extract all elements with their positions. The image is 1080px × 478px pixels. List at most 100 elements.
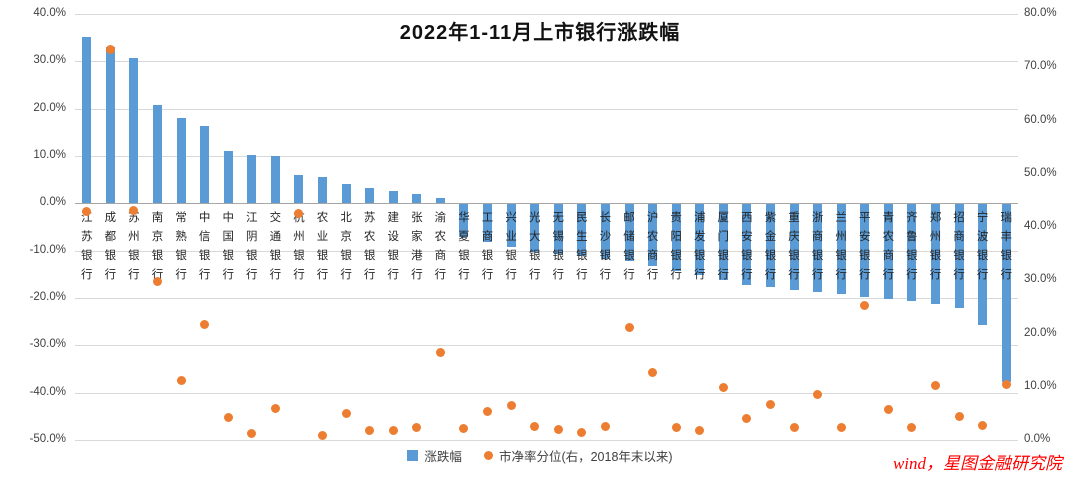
left-axis-tick-label: 0.0% xyxy=(39,196,66,209)
category-label-char: 银 xyxy=(104,250,117,263)
category-label-char: 阴 xyxy=(246,231,258,244)
category-label-char: 银 xyxy=(811,250,824,263)
pb-percentile-dot-苏农银行 xyxy=(365,426,375,436)
category-label-char: 中 xyxy=(222,212,234,225)
category-label-char: 光 xyxy=(528,212,541,225)
pb-percentile-dot-成都银行 xyxy=(105,44,115,54)
bar-光大银行 xyxy=(530,204,540,252)
category-label-char: 银 xyxy=(481,250,494,263)
category-label-char: 长 xyxy=(599,212,612,225)
category-label-char: 银 xyxy=(528,250,541,263)
category-label-char: 行 xyxy=(599,269,612,282)
category-label-char: 京 xyxy=(340,231,352,244)
pb-percentile-dot-郑州银行 xyxy=(930,381,940,391)
gridline xyxy=(75,345,1018,347)
category-label-char: 行 xyxy=(434,269,447,282)
category-label: 民生银行 xyxy=(570,209,594,285)
category-label-char: 大 xyxy=(528,231,541,244)
bar-宁波银行 xyxy=(978,204,988,326)
category-label: 苏州银行 xyxy=(122,209,146,285)
category-label: 江苏银行 xyxy=(75,209,99,285)
category-label-char: 行 xyxy=(882,269,895,282)
pb-percentile-dot-紫金银行 xyxy=(765,400,775,410)
category-label-char: 农 xyxy=(882,231,895,244)
category-label: 郑州银行 xyxy=(924,209,948,285)
bar-瑞丰银行 xyxy=(1001,204,1011,382)
category-label: 江阴银行 xyxy=(240,209,264,285)
category-label-char: 行 xyxy=(552,269,565,282)
category-label-char: 银 xyxy=(953,250,965,263)
category-label-char: 庆 xyxy=(788,231,800,244)
right-axis-tick-label: 20.0% xyxy=(1024,326,1057,339)
category-label-char: 行 xyxy=(576,269,588,282)
pb-percentile-dot-渝农商行 xyxy=(435,348,445,358)
pb-percentile-dot-贵阳银行 xyxy=(671,423,681,433)
bar-沪农商行 xyxy=(648,204,658,266)
category-label-char: 银 xyxy=(458,250,470,263)
category-label-char: 行 xyxy=(128,269,140,282)
category-label-char: 京 xyxy=(151,231,164,244)
category-label-char: 银 xyxy=(175,250,187,263)
category-label: 交通银行 xyxy=(264,209,288,285)
gridline xyxy=(75,440,1018,441)
category-label-char: 瑞 xyxy=(1000,212,1012,225)
category-label-char: 北 xyxy=(340,212,352,225)
category-label-char: 行 xyxy=(976,269,989,282)
category-label-char: 丰 xyxy=(1000,231,1012,244)
category-label: 齐鲁银行 xyxy=(900,209,924,285)
category-label-char: 行 xyxy=(646,269,659,282)
category-label-char: 农 xyxy=(646,231,659,244)
category-label-char: 商 xyxy=(646,250,659,263)
bar-紫金银行 xyxy=(765,204,775,288)
legend-item-bar-series: 涨跌幅 xyxy=(407,446,462,465)
bar-重庆银行 xyxy=(789,204,799,290)
category-label-char: 国 xyxy=(222,231,234,244)
category-label: 杭州银行 xyxy=(287,209,311,285)
category-label-char: 西 xyxy=(741,212,753,225)
pb-percentile-dot-华夏银行 xyxy=(459,424,469,434)
category-label-char: 银 xyxy=(741,250,753,263)
category-label-char: 都 xyxy=(104,231,117,244)
pb-percentile-dot-江阴银行 xyxy=(247,428,257,438)
category-label-char: 农 xyxy=(316,212,329,225)
category-label: 农业银行 xyxy=(311,209,335,285)
category-label-char: 银 xyxy=(670,250,682,263)
watermark-source: wind，星图金融研究院 xyxy=(892,454,1062,473)
category-label-char: 银 xyxy=(198,250,211,263)
category-label-char: 行 xyxy=(411,269,423,282)
category-label-char: 商 xyxy=(882,250,895,263)
category-label-char: 锡 xyxy=(552,231,565,244)
category-label-char: 银 xyxy=(576,250,588,263)
category-label-char: 州 xyxy=(835,231,847,244)
category-label-char: 工 xyxy=(481,212,494,225)
gridline xyxy=(75,156,1018,157)
bar-杭州银行 xyxy=(294,175,304,204)
category-label-char: 阳 xyxy=(670,231,682,244)
left-axis-tick-label: 40.0% xyxy=(33,7,66,19)
category-label-char: 银 xyxy=(764,250,777,263)
pb-percentile-dot-兰州银行 xyxy=(836,423,846,433)
category-label-char: 港 xyxy=(411,250,423,263)
category-label-char: 农 xyxy=(434,231,447,244)
category-label-char: 齐 xyxy=(906,212,918,225)
category-label-char: 州 xyxy=(128,231,140,244)
category-label-char: 厦 xyxy=(717,212,730,225)
category-label-char: 银 xyxy=(246,250,258,263)
category-label-char: 行 xyxy=(906,269,918,282)
gridline xyxy=(75,392,1018,394)
category-label-char: 行 xyxy=(293,269,305,282)
category-label-char: 浦 xyxy=(693,212,706,225)
category-label: 北京银行 xyxy=(334,209,358,285)
category-label-char: 沙 xyxy=(599,231,612,244)
category-label-char: 张 xyxy=(411,212,423,225)
pb-percentile-dot-浦发银行 xyxy=(695,426,705,436)
pb-percentile-dot-瑞丰银行 xyxy=(1001,379,1011,389)
category-label-char: 农 xyxy=(363,231,376,244)
right-axis-tick-label: 50.0% xyxy=(1024,166,1057,179)
legend-label-bar-series: 涨跌幅 xyxy=(424,450,462,464)
gridline xyxy=(75,61,1018,63)
category-label-char: 行 xyxy=(151,269,164,282)
category-label: 光大银行 xyxy=(523,209,547,285)
category-label: 招商银行 xyxy=(947,209,971,285)
